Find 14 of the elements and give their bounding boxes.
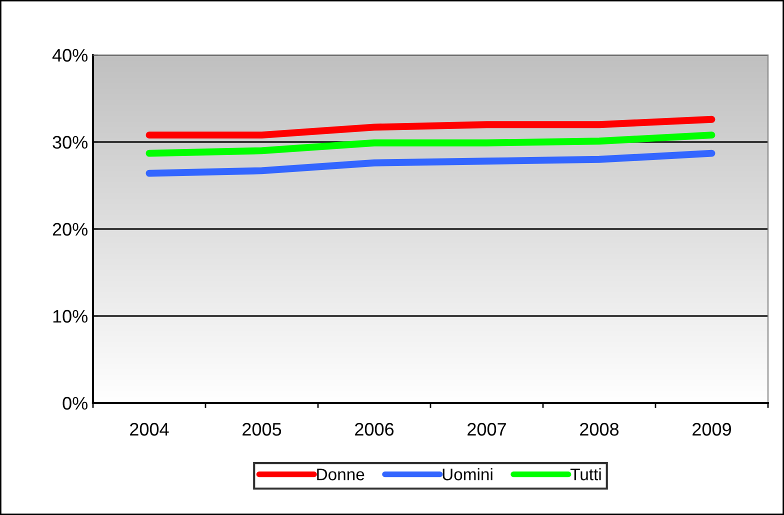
x-tick-label: 2007 — [468, 422, 506, 436]
y-tick-label: 20% — [52, 222, 88, 236]
y-tick-label: 10% — [53, 310, 88, 323]
x-tick-label: 2006 — [355, 422, 394, 436]
x-tick-label: 2004 — [130, 422, 169, 436]
legend-label: Uomini — [442, 468, 492, 480]
y-tick-label: 0% — [62, 396, 88, 410]
y-tick-label: 40% — [52, 48, 88, 62]
legend-label: Donne — [317, 468, 364, 480]
legend-label: Tutti — [570, 468, 601, 480]
x-tick-label: 2009 — [692, 422, 731, 436]
y-tick-label: 30% — [52, 136, 88, 149]
x-tick-label: 2008 — [580, 422, 619, 436]
x-tick-label: 2005 — [242, 422, 282, 436]
